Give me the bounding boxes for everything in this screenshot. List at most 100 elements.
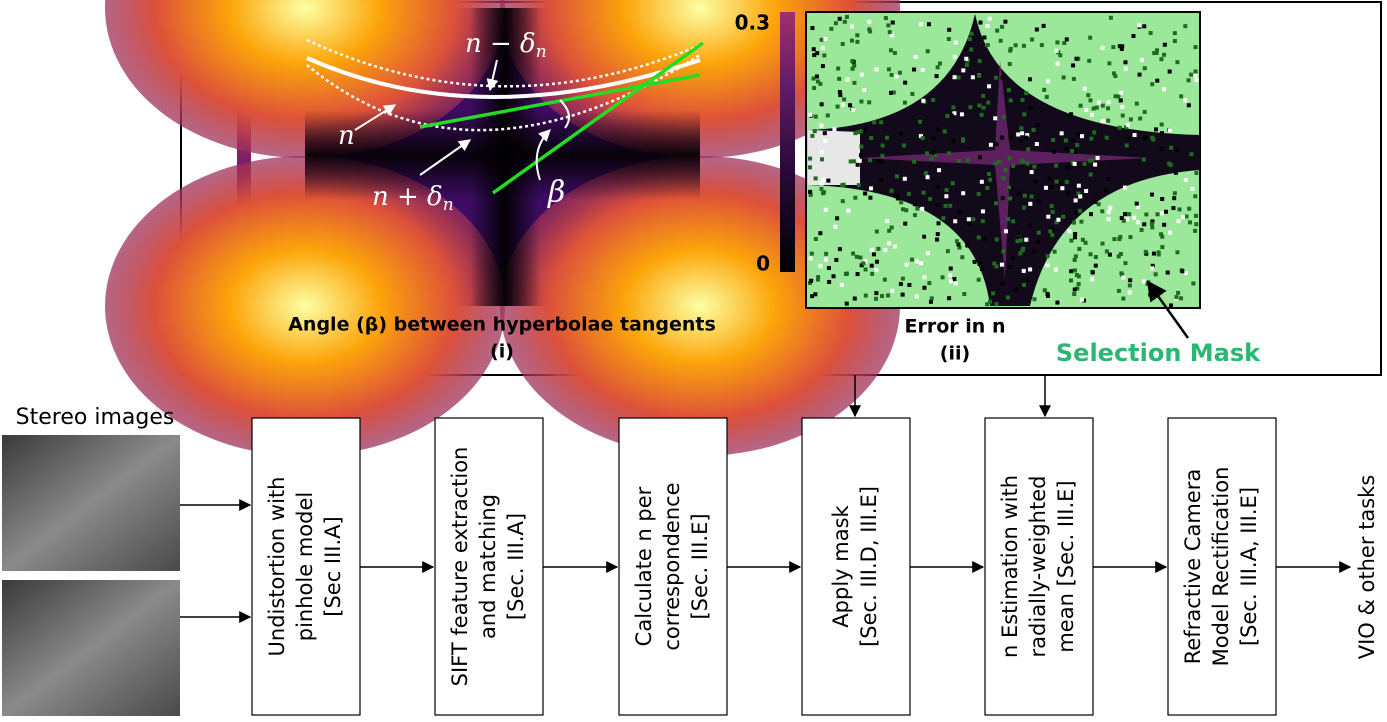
speckle — [1162, 42, 1167, 47]
speckle — [890, 288, 895, 293]
speckle — [1117, 44, 1122, 49]
speckle — [953, 219, 958, 224]
speckle — [813, 237, 818, 242]
speckle — [960, 255, 965, 260]
speckle — [928, 299, 933, 304]
speckle — [1122, 212, 1127, 217]
speckle — [993, 201, 998, 206]
box-text: pinhole model — [293, 492, 317, 641]
speckle — [1124, 125, 1129, 130]
speckle — [1003, 168, 1008, 173]
speckle — [826, 178, 831, 183]
speckle — [981, 93, 986, 98]
speckle — [952, 75, 957, 80]
speckle — [1076, 281, 1081, 286]
math-sub: n — [443, 195, 454, 215]
speckle — [1016, 132, 1021, 137]
speckle — [912, 213, 917, 218]
speckle — [871, 252, 876, 257]
speckle — [884, 135, 889, 140]
speckle — [1154, 48, 1159, 53]
speckle — [827, 279, 832, 284]
speckle — [1155, 212, 1160, 217]
speckle — [1088, 212, 1093, 217]
speckle — [980, 219, 985, 224]
speckle — [1072, 220, 1077, 225]
speckle — [891, 90, 896, 95]
speckle — [1186, 78, 1191, 83]
speckle — [1167, 128, 1172, 133]
speckle — [1073, 149, 1078, 154]
speckle — [1024, 91, 1029, 96]
speckle — [1156, 250, 1161, 255]
speckle — [859, 144, 864, 149]
speckle — [1078, 194, 1083, 199]
speckle — [1100, 119, 1105, 124]
pointer — [486, 59, 499, 92]
speckle — [840, 199, 845, 204]
speckle — [904, 208, 909, 213]
panel-label: (ii) — [940, 343, 970, 365]
speckle — [818, 263, 823, 268]
speckle — [1150, 225, 1155, 230]
speckle — [820, 157, 825, 162]
speckle — [823, 257, 828, 262]
box-text: [Sec III.A] — [321, 516, 345, 616]
speckle — [1127, 137, 1132, 142]
speckle — [945, 249, 950, 254]
speckle — [845, 77, 850, 82]
speckle — [1193, 228, 1198, 233]
speckle — [1155, 78, 1160, 83]
speckle — [1062, 40, 1067, 45]
speckle — [1079, 219, 1084, 224]
speckle — [1073, 254, 1078, 259]
speckle — [811, 47, 816, 52]
speckle — [1152, 51, 1157, 56]
speckle — [937, 61, 942, 66]
speckle — [1028, 201, 1033, 206]
heatmap-corner — [105, 156, 505, 456]
speckle — [940, 275, 945, 280]
speckle — [1150, 219, 1155, 224]
speckle — [821, 177, 826, 182]
speckle — [1112, 237, 1117, 242]
speckle — [1020, 159, 1025, 164]
speckle — [1174, 148, 1179, 153]
speckle — [997, 159, 1002, 164]
box-text: correspondence — [660, 482, 684, 650]
speckle — [918, 134, 923, 139]
speckle — [1090, 270, 1095, 275]
speckle — [906, 191, 911, 196]
speckle — [1075, 286, 1080, 291]
speckle — [853, 131, 858, 136]
speckle — [887, 228, 892, 233]
curve-n-plus — [306, 53, 701, 132]
speckle — [1191, 281, 1196, 286]
speckle — [1106, 209, 1111, 214]
speckle — [844, 301, 849, 306]
speckle — [1093, 263, 1098, 268]
speckle — [931, 150, 936, 155]
speckle — [1054, 163, 1059, 168]
speckle — [959, 112, 964, 117]
speckle — [1194, 77, 1199, 82]
speckle — [1036, 239, 1041, 244]
speckle — [1142, 109, 1147, 114]
speckle — [1076, 183, 1081, 188]
speckle — [993, 116, 998, 121]
speckle — [1154, 50, 1159, 55]
speckle — [1150, 266, 1155, 271]
speckle — [1176, 219, 1181, 224]
speckle — [825, 113, 830, 118]
speckle — [856, 130, 861, 135]
speckle — [964, 63, 969, 68]
caption: Angle (β) between hyperbolae tangents — [288, 314, 716, 336]
speckle — [935, 237, 940, 242]
speckle — [986, 171, 991, 176]
speckle — [1120, 105, 1125, 110]
speckle — [1184, 214, 1189, 219]
speckle — [956, 75, 961, 80]
speckle — [846, 208, 851, 213]
speckle — [1059, 131, 1064, 136]
speckle — [1119, 46, 1124, 51]
